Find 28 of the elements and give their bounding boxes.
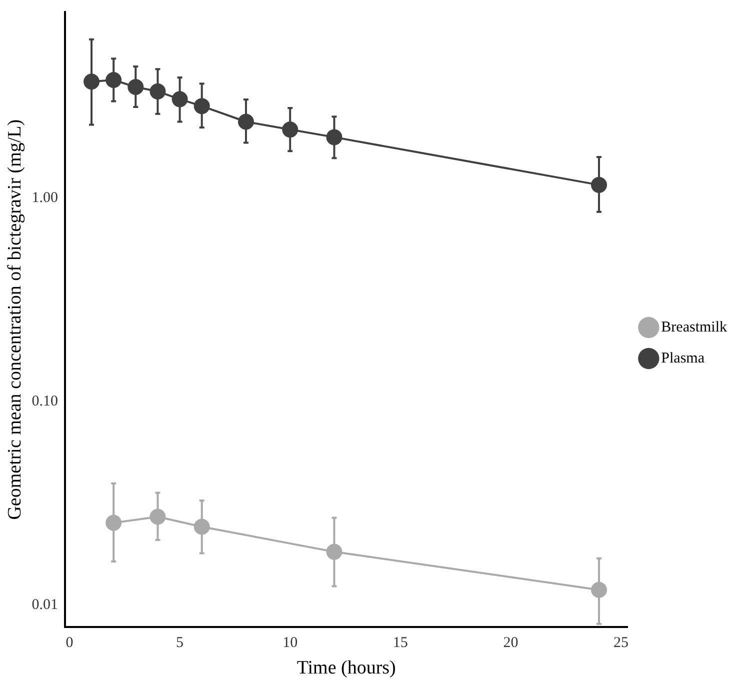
- x-tick-label: 20: [503, 635, 518, 652]
- y-tick-label: 0.10: [32, 394, 58, 410]
- x-tick-label: 25: [614, 635, 629, 652]
- point: [282, 122, 298, 138]
- point: [84, 74, 100, 90]
- x-tick-label: 15: [392, 635, 408, 652]
- point: [194, 518, 210, 535]
- y-tick-label: 1.00: [32, 190, 58, 206]
- point: [326, 129, 342, 146]
- x-axis-title: Time (hours): [296, 658, 396, 679]
- y-axis-title: Geometric mean concentration of bictegravir (mg/L): [4, 119, 26, 520]
- point: [106, 514, 122, 531]
- point: [238, 114, 254, 130]
- point: [172, 91, 188, 108]
- point: [326, 544, 342, 560]
- point: [194, 98, 210, 114]
- x-tick-label: 0: [66, 635, 74, 652]
- y-tick-label: 0.01: [32, 597, 58, 614]
- legend-label: Plasma: [661, 350, 705, 366]
- legend-label: Breastmilk: [661, 319, 728, 336]
- point: [128, 79, 144, 96]
- point: [150, 83, 166, 100]
- point: [106, 72, 122, 88]
- x-tick-label: 5: [176, 635, 184, 652]
- x-tick-label: 10: [282, 635, 298, 652]
- point: [150, 508, 166, 525]
- point: [590, 582, 607, 598]
- point: [590, 176, 607, 193]
